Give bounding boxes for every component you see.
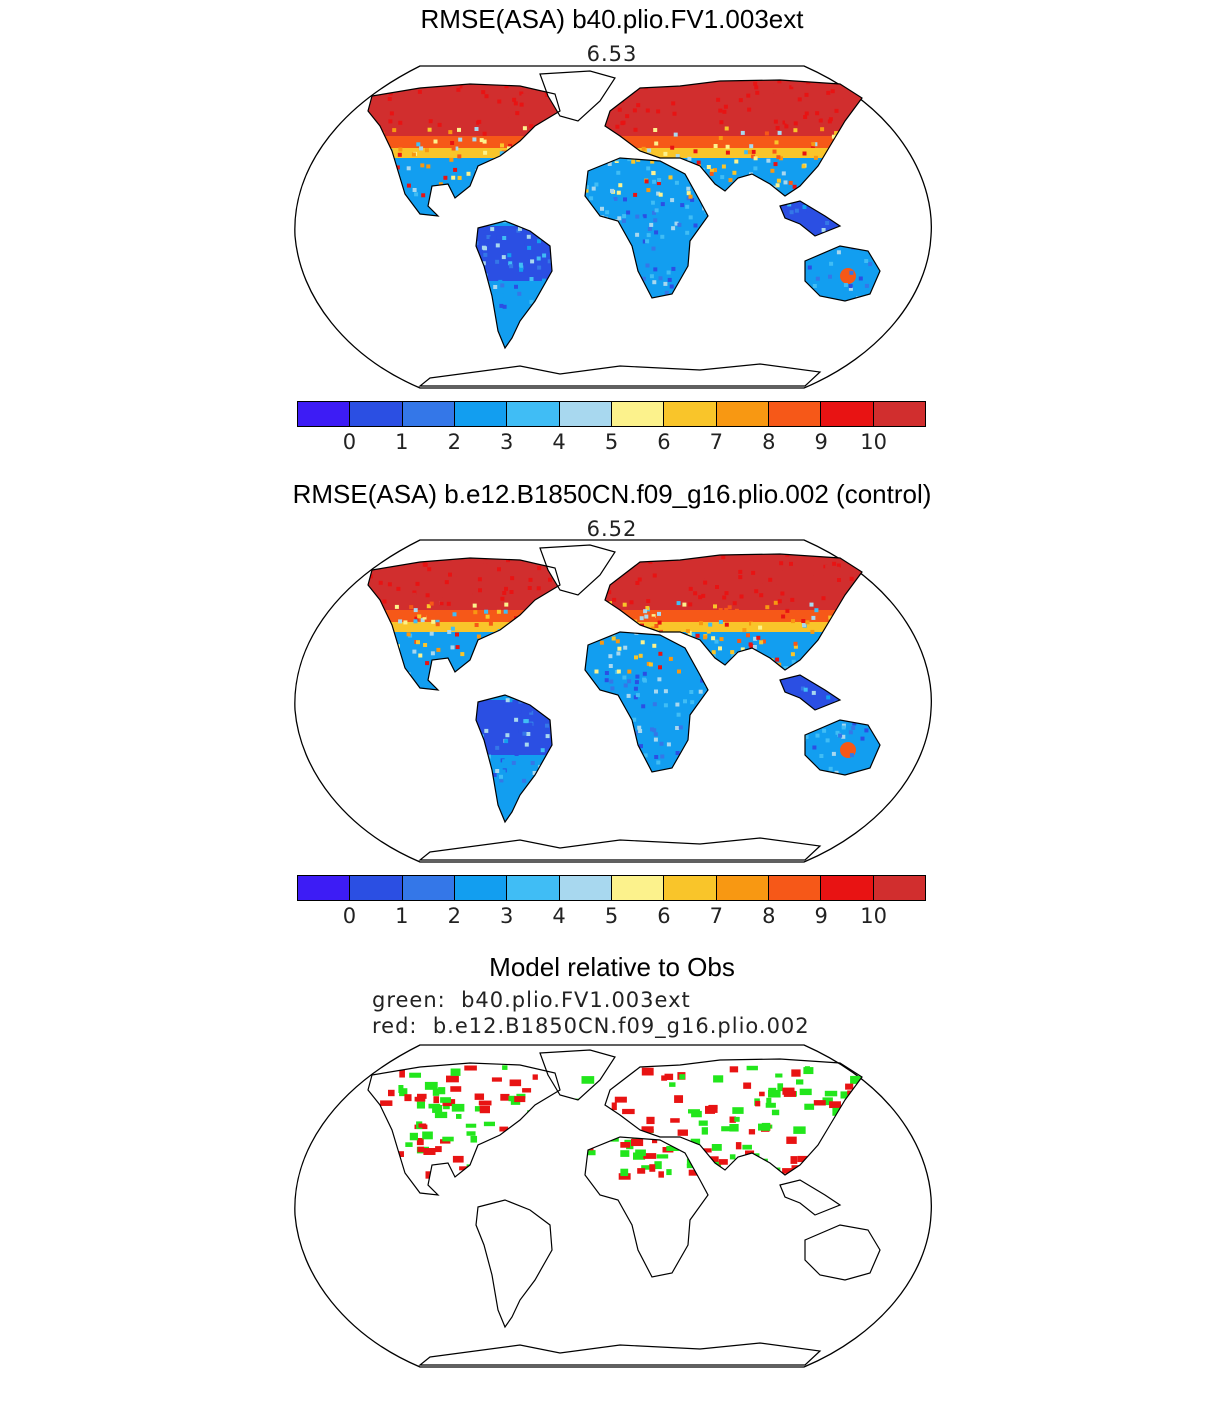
colorbar-swatch [350, 402, 403, 426]
map-coastlines [367, 70, 881, 387]
colorbar-tick-label: 4 [552, 430, 566, 454]
panel-1-map [294, 65, 932, 389]
colorbar-swatch [559, 876, 612, 900]
colorbar-tick-label: 7 [709, 430, 724, 454]
colorbar-swatch [507, 876, 560, 900]
colorbar-swatch [454, 402, 508, 426]
colorbar-swatch [873, 402, 925, 426]
colorbar-swatch [507, 402, 560, 426]
colorbar-swatch [716, 876, 769, 900]
colorbar-tick-label: 9 [814, 430, 828, 454]
colorbar-swatch [298, 402, 351, 426]
colorbar-tick-label: 0 [342, 904, 357, 928]
colorbar-tick-label: 2 [447, 430, 461, 454]
colorbar-swatch [454, 876, 508, 900]
panel-1-title: RMSE(ASA) b40.plio.FV1.003ext [420, 4, 804, 34]
legend-red-label: red: b.e12.B1850CN.f09_g16.plio.002 [372, 1014, 810, 1038]
panel-2-global-rmse: 6.52 [586, 517, 638, 541]
panel-2-title: RMSE(ASA) b.e12.B1850CN.f09_g16.plio.002… [292, 479, 932, 509]
colorbar-swatch [664, 402, 717, 426]
colorbar-tick-label: 2 [447, 904, 461, 928]
panel-1-colorbar [297, 401, 926, 427]
colorbar-tick-label: 8 [762, 430, 776, 454]
panel-1-global-rmse: 6.53 [586, 42, 638, 66]
colorbar-tick-label: 10 [860, 904, 887, 928]
colorbar-tick-label: 6 [657, 904, 671, 928]
colorbar-tick-label: 10 [860, 430, 887, 454]
colorbar-swatch [402, 876, 455, 900]
panel-2-map [294, 539, 932, 863]
colorbar-tick-label: 3 [499, 904, 514, 928]
colorbar-swatch [402, 402, 455, 426]
colorbar-tick-label: 1 [395, 430, 409, 454]
colorbar-tick-label: 3 [499, 430, 514, 454]
colorbar-swatch [716, 402, 769, 426]
colorbar-swatch [664, 876, 717, 900]
comparison-title: Model relative to Obs [489, 952, 735, 982]
colorbar-swatch [768, 402, 822, 426]
colorbar-swatch [611, 402, 665, 426]
map-coastlines [367, 544, 881, 861]
colorbar-tick-label: 5 [604, 430, 619, 454]
colorbar-swatch [298, 876, 351, 900]
colorbar-tick-label: 6 [657, 430, 671, 454]
colorbar-tick-label: 9 [814, 904, 828, 928]
colorbar-swatch [611, 876, 665, 900]
colorbar-tick-label: 1 [395, 904, 409, 928]
colorbar-tick-label: 0 [342, 430, 357, 454]
colorbar-tick-label: 5 [604, 904, 619, 928]
colorbar-swatch [559, 402, 612, 426]
panel-2-colorbar [297, 875, 926, 901]
colorbar-swatch [821, 876, 874, 900]
colorbar-swatch [873, 876, 925, 900]
colorbar-tick-label: 4 [552, 904, 566, 928]
panel-1-colorbar-ticks: 0 1 2 3 4 5 6 7 8 9 10 [297, 430, 926, 456]
colorbar-tick-label: 7 [709, 904, 724, 928]
legend-green-label: green: b40.plio.FV1.003ext [372, 988, 691, 1012]
comparison-map [294, 1044, 932, 1368]
colorbar-tick-label: 8 [762, 904, 776, 928]
map-coastlines [367, 1049, 881, 1366]
panel-2-colorbar-ticks: 0 1 2 3 4 5 6 7 8 9 10 [297, 904, 926, 930]
colorbar-swatch [821, 402, 874, 426]
colorbar-swatch [768, 876, 822, 900]
colorbar-swatch [350, 876, 403, 900]
